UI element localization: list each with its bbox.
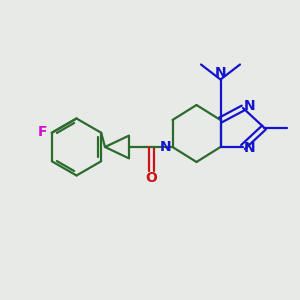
- Text: N: N: [215, 66, 226, 80]
- Text: N: N: [244, 142, 255, 155]
- Text: O: O: [146, 171, 158, 184]
- Text: N: N: [160, 140, 172, 154]
- Text: F: F: [38, 125, 48, 139]
- Text: N: N: [244, 100, 255, 113]
